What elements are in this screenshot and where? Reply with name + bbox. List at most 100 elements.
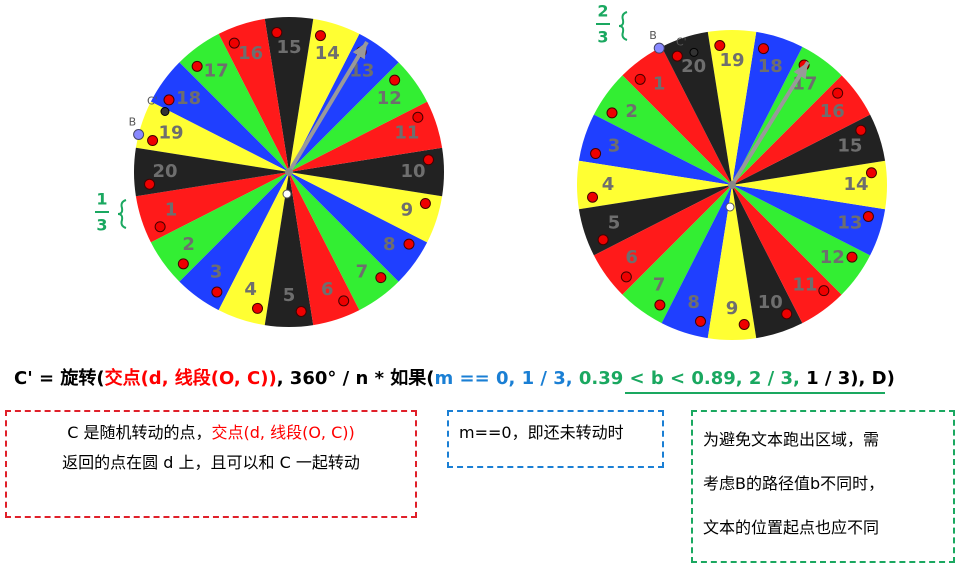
dot	[314, 30, 326, 42]
point-o	[725, 202, 735, 212]
sector-label: 8	[383, 234, 396, 255]
dot	[191, 60, 203, 72]
dot	[832, 87, 844, 99]
note-box: 为避免文本跑出区域，需 考虑B的路径值b不同时， 文本的位置起点也应不同	[691, 410, 955, 563]
sector-label: 11	[394, 123, 419, 144]
sector	[661, 31, 732, 185]
dot	[375, 272, 387, 284]
sector-label: 17	[204, 61, 229, 82]
sector-label: 19	[159, 123, 184, 144]
center	[285, 168, 293, 176]
pointer	[730, 60, 810, 187]
pointer	[287, 40, 369, 174]
sector	[289, 62, 428, 172]
text-run: 交点(d, 线段(O, C))	[211, 423, 355, 442]
sector-label: 1	[165, 199, 178, 220]
sector	[593, 75, 732, 185]
note-box: m==0，即还未转动时	[447, 410, 664, 468]
sector	[264, 172, 314, 328]
sector-label: 7	[356, 261, 369, 282]
sector-label: 2	[625, 101, 638, 122]
sector-label: 6	[321, 279, 334, 300]
sector-label: 18	[176, 88, 201, 109]
dot	[252, 302, 264, 314]
sector-label: 8	[687, 292, 700, 313]
sector-label: 5	[608, 212, 621, 233]
sector	[264, 17, 314, 172]
note-line: 返回的点在圆 d 上，且可以和 C 一起转动	[17, 448, 405, 478]
brace	[618, 11, 628, 41]
sector	[218, 18, 289, 172]
fraction-numerator: 1	[96, 190, 107, 209]
sector	[732, 114, 886, 185]
dot	[714, 40, 726, 52]
sector-label: 20	[681, 56, 706, 77]
dot	[862, 210, 874, 222]
dot	[389, 74, 401, 86]
sector-label: 16	[820, 101, 845, 122]
dot	[177, 258, 189, 270]
sector-label: 3	[608, 136, 621, 157]
sector	[732, 75, 871, 185]
formula: C' = 旋转(交点(d, 线段(O, C)), 360° / n * 如果(m…	[14, 364, 895, 390]
point-c	[160, 107, 170, 117]
dot	[147, 135, 159, 147]
note-line: 为避免文本跑出区域，需	[703, 418, 943, 462]
sector-label: 19	[719, 50, 744, 71]
dot	[695, 315, 707, 327]
note-line: 考虑B的路径值b不同时，	[703, 462, 943, 506]
text-run: , 360° / n * 如果(	[276, 368, 435, 389]
sector	[150, 62, 289, 172]
sector	[289, 172, 399, 311]
sector	[732, 185, 871, 295]
dot	[606, 107, 618, 119]
note-line: m==0，即还未转动时	[459, 418, 652, 448]
sector-label: 10	[758, 292, 783, 313]
text-run: m==0，即还未转动时	[459, 423, 624, 442]
sector	[707, 30, 757, 186]
sector-label: 12	[820, 247, 845, 268]
sector	[593, 185, 732, 295]
sector	[578, 185, 732, 256]
sector-label: 4	[602, 174, 615, 195]
sector-label: 13	[837, 212, 862, 233]
sector	[135, 172, 289, 243]
text-run: C' =	[14, 368, 61, 389]
sector	[289, 172, 443, 243]
sector-label: 18	[758, 56, 783, 77]
dot	[412, 111, 424, 123]
text-run: 交点(d, 线段(O, C))	[104, 368, 277, 389]
sector-label: 14	[315, 43, 340, 64]
sector	[732, 31, 803, 185]
sector	[179, 172, 289, 311]
dot	[654, 299, 666, 311]
sector	[622, 46, 732, 186]
sector-label: 9	[726, 298, 739, 319]
point-label: B	[129, 116, 137, 129]
sector	[732, 185, 803, 339]
note-box: C 是随机转动的点，交点(d, 线段(O, C)) 返回的点在圆 d 上，且可以和…	[5, 410, 417, 518]
sector	[135, 101, 289, 172]
dot	[671, 50, 683, 62]
sector	[578, 114, 732, 185]
point-label: B	[649, 29, 657, 42]
sector	[289, 172, 360, 326]
sector	[732, 185, 842, 324]
dot	[590, 148, 602, 160]
brace	[117, 199, 127, 229]
dot	[271, 27, 283, 39]
sector-label: 6	[625, 247, 638, 268]
dot	[634, 73, 646, 85]
sector	[289, 172, 428, 282]
text-run: 文本的位置起点也应不同	[703, 518, 880, 537]
sector	[218, 172, 289, 326]
dot	[587, 191, 599, 203]
fraction-denominator: 3	[597, 28, 608, 47]
sector	[179, 33, 289, 173]
dot	[781, 308, 793, 320]
sector-label: 7	[653, 274, 666, 295]
point-o	[282, 189, 292, 199]
